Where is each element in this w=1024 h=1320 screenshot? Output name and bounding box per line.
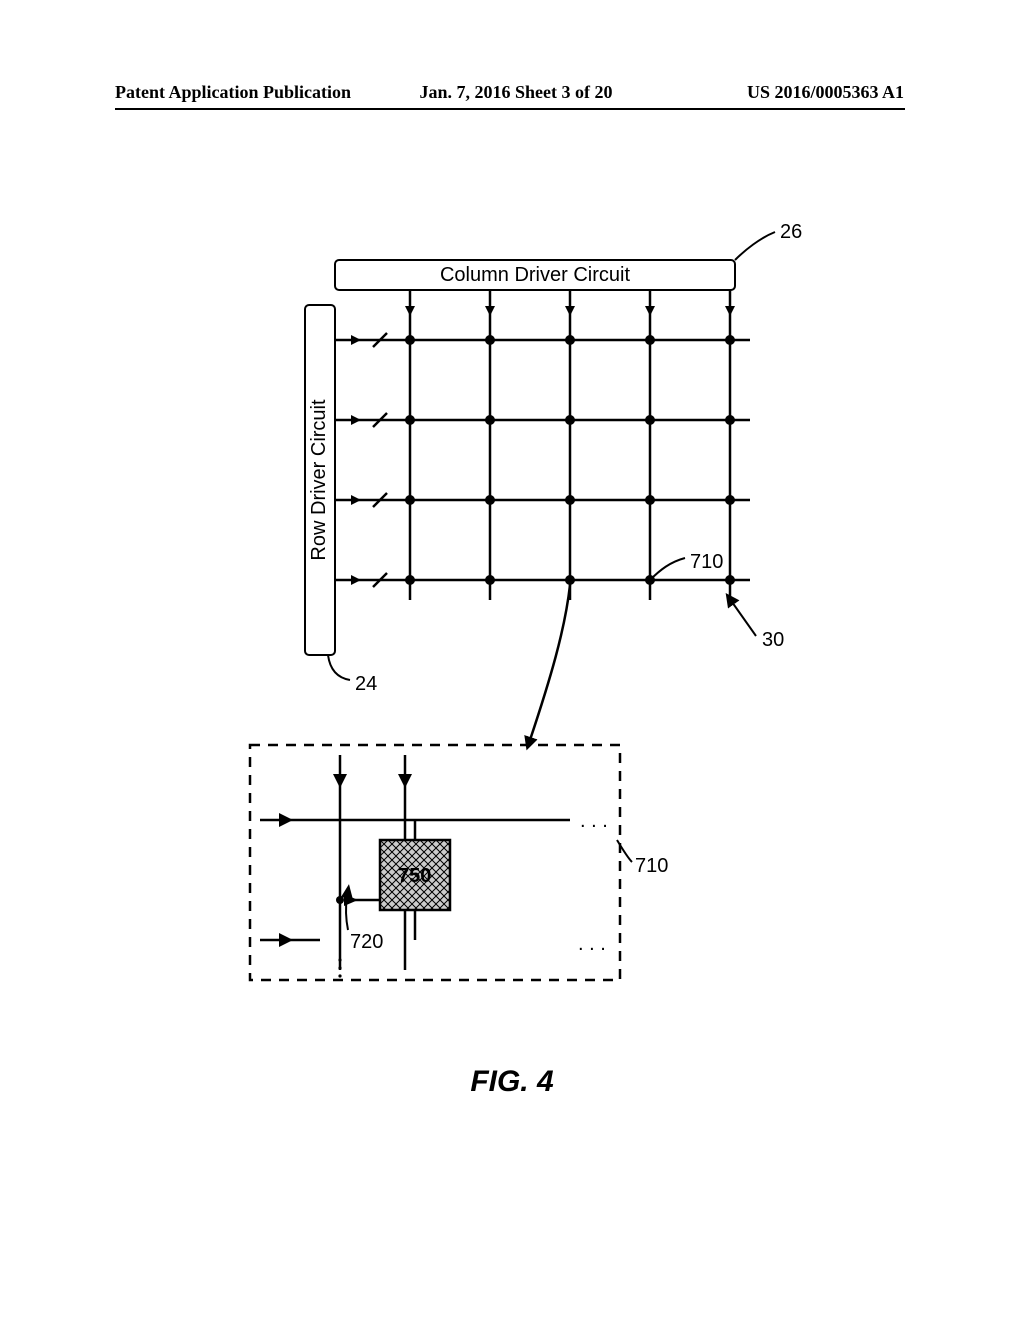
- ref-710-bot: 710: [617, 840, 668, 877]
- ref-26: 26: [735, 221, 802, 260]
- page-header: Patent Application Publication Jan. 7, 2…: [115, 82, 905, 103]
- ref-30: 30: [732, 602, 784, 651]
- grid-rows: [335, 333, 750, 587]
- element-750: 750: [350, 820, 450, 940]
- row-driver-label: Row Driver Circuit: [308, 399, 330, 561]
- ref-24-text: 24: [355, 673, 377, 695]
- ref-720: 720: [346, 897, 383, 953]
- ref-710-top: 710: [650, 551, 723, 580]
- ref-710-top-text: 710: [690, 551, 723, 573]
- ellipsis-1: . . .: [580, 810, 608, 832]
- ref-30-text: 30: [762, 629, 784, 651]
- detail-leader-arrow: [530, 585, 570, 740]
- column-driver-box: Column Driver Circuit: [335, 260, 735, 290]
- header-left: Patent Application Publication: [115, 82, 415, 103]
- figure-svg: Column Driver Circuit Row Driver Circuit…: [180, 200, 840, 1040]
- figure-title: FIG. 4: [0, 1065, 1024, 1099]
- ref-720-text: 720: [350, 931, 383, 953]
- column-driver-label: Column Driver Circuit: [440, 264, 630, 286]
- header-right: US 2016/0005363 A1: [674, 82, 904, 103]
- ref-710-bot-text: 710: [635, 855, 668, 877]
- header-rule: [115, 108, 905, 110]
- header-mid: Jan. 7, 2016 Sheet 3 of 20: [420, 82, 670, 103]
- ref-26-text: 26: [780, 221, 802, 243]
- ref-750-text: 750: [398, 865, 431, 887]
- ref-24: 24: [328, 655, 377, 695]
- row-driver-box: Row Driver Circuit: [305, 305, 335, 655]
- ellipsis-2: . . .: [578, 933, 606, 955]
- page: Patent Application Publication Jan. 7, 2…: [0, 0, 1024, 1320]
